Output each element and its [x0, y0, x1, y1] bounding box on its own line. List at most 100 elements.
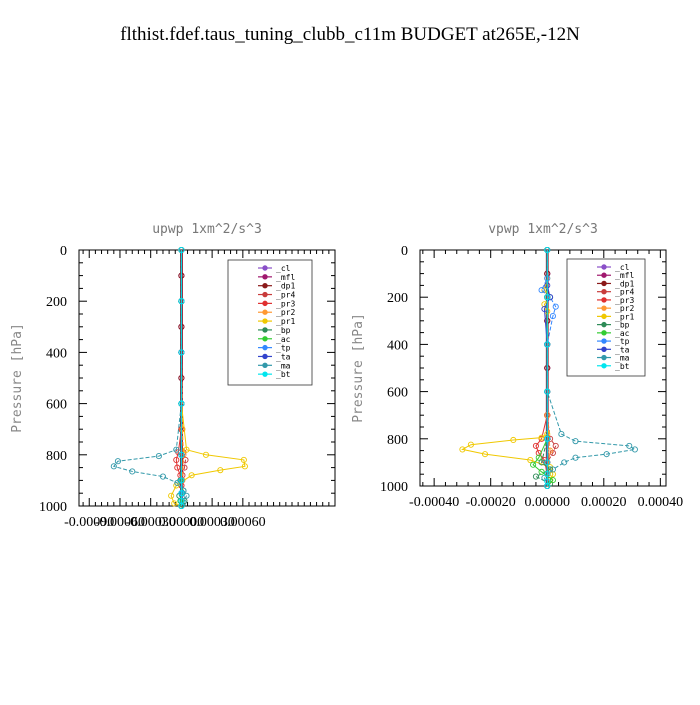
- legend: _cl_mfl_dp1_pr4_pr3_pr2_pr1_bp_ac_tp_ta_…: [566, 258, 646, 377]
- legend-label: _dp1: [276, 282, 295, 291]
- legend-marker: [601, 363, 607, 369]
- legend-label: _pr3: [615, 296, 634, 305]
- y-tick-label: 200: [387, 291, 408, 306]
- y-tick-label: 200: [46, 295, 67, 310]
- data-point: [178, 451, 185, 458]
- data-point: [538, 459, 545, 466]
- legend-label: _ta: [615, 345, 630, 354]
- legend-item: _dp1: [597, 279, 634, 288]
- data-point: [538, 434, 545, 441]
- x-tick-label: 0.00040: [638, 495, 684, 510]
- panel-upwp: 0 200 400 600 800 1000-0.00090-0.00060-0.0003…: [10, 222, 336, 530]
- y-tick-label: 1000: [39, 500, 67, 515]
- data-point: [467, 441, 474, 448]
- legend-label: _ta: [276, 352, 291, 361]
- data-point: [171, 500, 178, 507]
- data-point: [173, 446, 180, 453]
- data-point: [544, 482, 551, 490]
- legend-label: _mfl: [615, 271, 634, 280]
- legend-marker: [601, 354, 607, 361]
- legend-marker: [601, 264, 607, 270]
- legend-label: _pr4: [615, 288, 634, 297]
- data-point: [129, 468, 136, 475]
- legend-label: _pr1: [615, 312, 634, 321]
- data-point: [544, 294, 551, 301]
- y-axis-label: Pressure [hPa]: [351, 313, 366, 423]
- data-point: [530, 461, 537, 468]
- data-point: [626, 442, 633, 449]
- legend-item: _dp1: [258, 282, 295, 291]
- legend-item: _pr2: [597, 304, 634, 313]
- legend-label: _pr3: [276, 299, 295, 308]
- legend-marker: [601, 297, 607, 303]
- legend-marker: [262, 274, 268, 280]
- y-tick-label: 800: [46, 449, 67, 464]
- data-point: [481, 451, 489, 458]
- figure-title: flthist.fdef.taus_tuning_clubb_c11m BUDG…: [120, 24, 580, 45]
- legend-label: _ma: [276, 361, 291, 370]
- legend-marker: [601, 330, 607, 336]
- y-tick-label: 600: [46, 398, 67, 413]
- legend-marker: [601, 288, 607, 295]
- x-tick-label: -0.00040: [409, 495, 459, 510]
- legend-item: _ta: [258, 352, 291, 361]
- legend-marker: [262, 318, 268, 324]
- data-point: [603, 451, 610, 458]
- data-point: [178, 349, 185, 356]
- data-point: [159, 473, 167, 480]
- y-tick-label: 400: [46, 346, 67, 361]
- data-point: [110, 463, 117, 470]
- x-tick-label: 0.00020: [581, 495, 627, 510]
- data-point: [202, 451, 210, 458]
- data-point: [549, 313, 556, 320]
- legend-label: _mfl: [276, 273, 295, 282]
- data-point: [178, 490, 185, 497]
- legend-item: _ma: [258, 361, 291, 370]
- legend-item: _pr4: [597, 288, 634, 297]
- data-point: [552, 303, 559, 310]
- data-point: [155, 453, 162, 460]
- data-point: [552, 442, 559, 449]
- x-tick-label: 0.00030: [189, 515, 235, 530]
- data-point: [114, 458, 121, 465]
- legend-marker: [262, 265, 268, 271]
- data-point: [183, 492, 190, 499]
- legend-item: _tp: [258, 344, 291, 353]
- legend-marker: [262, 327, 268, 333]
- legend-item: _ac: [258, 335, 291, 344]
- legend-marker: [262, 300, 268, 307]
- legend-marker: [601, 346, 607, 353]
- legend-label: _ac: [615, 329, 630, 338]
- legend-marker: [262, 344, 268, 351]
- data-point: [183, 446, 190, 453]
- data-point: [188, 472, 195, 479]
- data-point: [544, 246, 551, 254]
- legend-marker: [262, 362, 268, 369]
- x-tick-label: 0.00000: [524, 495, 570, 510]
- data-point: [173, 456, 180, 463]
- data-point: [544, 478, 551, 485]
- legend-label: _pr1: [276, 317, 295, 326]
- data-point: [179, 426, 186, 433]
- series-_ma: [110, 246, 190, 510]
- legend-item: _pr3: [597, 296, 634, 305]
- legend-marker: [601, 305, 607, 311]
- legend-item: _pr1: [258, 317, 295, 326]
- legend-item: _bt: [597, 362, 630, 371]
- data-point: [178, 400, 185, 407]
- legend-label: _pr4: [276, 291, 295, 300]
- legend-item: _ma: [597, 354, 630, 363]
- legend-item: _bp: [258, 326, 291, 335]
- legend-label: _bp: [276, 326, 291, 335]
- legend-marker: [262, 291, 268, 298]
- legend: _cl_mfl_dp1_pr4_pr3_pr2_pr1_bp_ac_tp_ta_…: [227, 259, 313, 386]
- y-tick-label: 0: [401, 244, 408, 259]
- data-point: [544, 388, 551, 395]
- series-_bt: [544, 246, 551, 490]
- y-tick-label: 800: [387, 433, 408, 448]
- data-point: [535, 454, 542, 461]
- y-tick-label: 600: [387, 386, 408, 401]
- data-point: [182, 456, 189, 463]
